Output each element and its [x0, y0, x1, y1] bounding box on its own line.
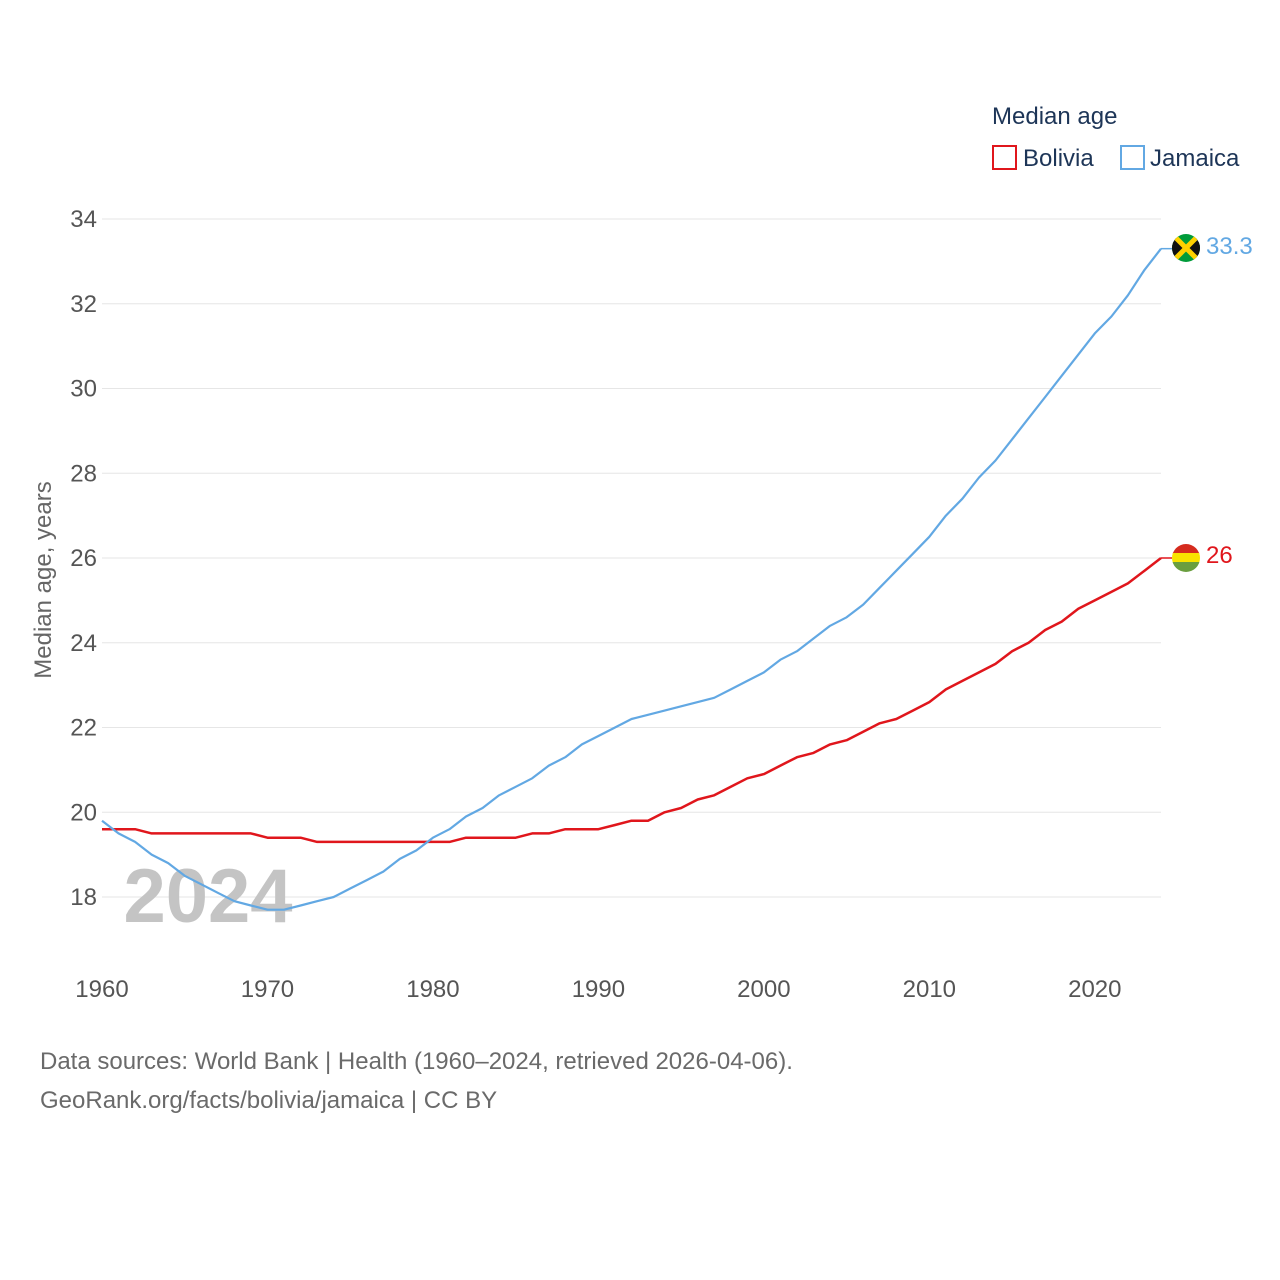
series-layer — [101, 247, 1172, 911]
x-tick-label-2010: 2010 — [903, 976, 956, 1003]
legend-label-jamaica: Jamaica — [1150, 145, 1240, 172]
legend-swatch-bolivia — [992, 145, 1017, 170]
x-tick-label-1980: 1980 — [406, 976, 459, 1003]
jamaica-end-label: 33.3 — [1206, 233, 1253, 260]
legend-title: Median age — [992, 103, 1117, 130]
y-tick-label-32: 32 — [70, 291, 97, 318]
x-tick-label-1970: 1970 — [241, 976, 294, 1003]
legend-item-bolivia[interactable]: Bolivia — [992, 145, 1094, 172]
bolivia-flag-icon — [1172, 544, 1200, 572]
y-axis-ticks: 18 20 22 24 26 28 30 32 34 — [70, 206, 97, 911]
jamaica-flag-icon — [1172, 234, 1200, 262]
y-tick-label-28: 28 — [70, 460, 97, 487]
series-line-bolivia[interactable] — [102, 557, 1162, 844]
y-tick-label-30: 30 — [70, 376, 97, 403]
legend: Median age Bolivia Jamaica — [992, 103, 1240, 172]
year-watermark: 2024 — [123, 854, 292, 939]
x-tick-label-1990: 1990 — [572, 976, 625, 1003]
x-axis-ticks: 1960 1970 1980 1990 2000 2010 2020 — [75, 976, 1121, 1003]
y-tick-label-20: 20 — [70, 799, 97, 826]
legend-swatch-jamaica — [1120, 145, 1145, 170]
legend-item-jamaica[interactable]: Jamaica — [1120, 145, 1240, 172]
attribution-link[interactable]: GeoRank.org/facts/bolivia/jamaica | CC B… — [40, 1087, 498, 1114]
gridlines — [102, 218, 1161, 898]
y-tick-label-34: 34 — [70, 206, 97, 233]
x-tick-label-1960: 1960 — [75, 976, 128, 1003]
y-tick-label-22: 22 — [70, 715, 97, 742]
x-tick-label-2000: 2000 — [737, 976, 790, 1003]
data-sources-text: Data sources: World Bank | Health (1960–… — [40, 1048, 793, 1075]
bolivia-end-label: 26 — [1206, 542, 1233, 569]
x-tick-label-2020: 2020 — [1068, 976, 1121, 1003]
y-axis-label: Median age, years — [30, 481, 57, 678]
y-tick-label-18: 18 — [70, 884, 97, 911]
y-tick-label-24: 24 — [70, 630, 97, 657]
legend-label-bolivia: Bolivia — [1023, 145, 1094, 172]
series-line-jamaica[interactable] — [101, 248, 1162, 911]
footer: Data sources: World Bank | Health (1960–… — [40, 1042, 793, 1120]
y-tick-label-26: 26 — [70, 545, 97, 572]
